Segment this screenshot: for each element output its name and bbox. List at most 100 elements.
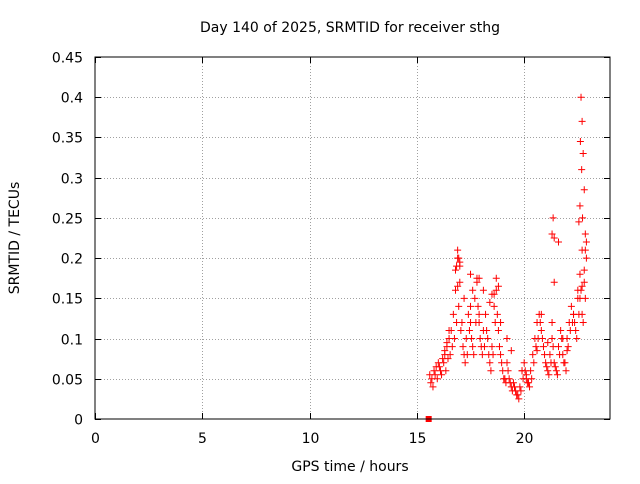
data-point [484, 335, 492, 343]
plot-frame [94, 56, 611, 420]
data-point [576, 294, 584, 302]
data-point [456, 278, 464, 286]
data-point [467, 302, 475, 310]
data-point [482, 310, 490, 318]
axis-ticks: 0 0.05 0.1 0.15 0.2 0.25 0.3 0.35 0.4 0.45 0 5 10 15 2… [52, 51, 610, 447]
data-point [503, 335, 511, 343]
data-point [515, 395, 523, 403]
data-point [577, 93, 585, 101]
data-point [486, 298, 494, 306]
data-point [487, 367, 495, 375]
data-point [575, 218, 583, 226]
data-point [500, 375, 508, 383]
data-point [537, 327, 545, 335]
y-tick-label: 0.25 [52, 212, 83, 228]
data-point [563, 347, 571, 355]
data-point [548, 318, 556, 326]
data-point [576, 137, 584, 145]
data-point [548, 230, 556, 238]
data-point [579, 318, 587, 326]
data-point [498, 359, 506, 367]
data-point [537, 310, 545, 318]
y-tick-label: 0.2 [61, 252, 83, 268]
data-point [435, 363, 443, 371]
data-point [448, 343, 456, 351]
data-point [455, 302, 463, 310]
data-point [545, 371, 553, 379]
data-point [427, 379, 435, 387]
data-point [476, 335, 484, 343]
data-point [576, 270, 584, 278]
data-point [559, 335, 567, 343]
data-point [478, 351, 486, 359]
data-point [571, 318, 579, 326]
grid [95, 57, 610, 419]
data-point [433, 375, 441, 383]
data-point [438, 371, 446, 379]
data-point [492, 274, 500, 282]
data-point [533, 347, 541, 355]
data-point [494, 282, 502, 290]
data-point [541, 351, 549, 359]
data-point [578, 166, 586, 174]
data-point [450, 335, 458, 343]
data-point [454, 282, 462, 290]
data-point [579, 150, 587, 158]
data-point [581, 230, 589, 238]
data-point [530, 359, 538, 367]
y-tick-label: 0.3 [61, 172, 83, 188]
data-point [522, 371, 530, 379]
data-point [513, 391, 521, 399]
data-point [490, 302, 498, 310]
data-point [578, 282, 586, 290]
data-point [573, 335, 581, 343]
data-point [463, 351, 471, 359]
data-point [483, 327, 491, 335]
data-point [497, 318, 505, 326]
data-point [453, 262, 461, 270]
data-point [460, 294, 468, 302]
data-point [578, 117, 586, 125]
data-point [471, 294, 479, 302]
data-point [452, 266, 459, 274]
y-tick-label: 0.05 [52, 373, 83, 389]
data-point [544, 339, 552, 347]
data-point [506, 379, 514, 387]
x-axis-title: GPS time / hours [291, 459, 408, 475]
data-point [536, 318, 544, 326]
data-point [557, 327, 565, 335]
data-point [444, 355, 452, 363]
x-tick-label: 0 [91, 431, 100, 447]
data-point [580, 186, 588, 194]
data-point [488, 343, 496, 351]
data-point [441, 347, 449, 355]
data-point [488, 290, 496, 298]
data-point [511, 383, 519, 391]
data-point [538, 335, 546, 343]
data-point [582, 254, 590, 262]
data-point [529, 351, 537, 359]
data-point [430, 367, 438, 375]
x-tick-label: 20 [516, 431, 534, 447]
data-points [425, 93, 590, 422]
data-point [492, 286, 500, 294]
data-point [479, 286, 487, 294]
data-point [543, 363, 551, 371]
data-point [445, 327, 453, 335]
data-point [517, 387, 525, 395]
data-point [455, 254, 463, 262]
data-point [582, 238, 590, 246]
data-point [449, 310, 457, 318]
data-point [446, 351, 454, 359]
data-point [576, 202, 584, 210]
data-point [480, 343, 488, 351]
x-tick-label: 10 [302, 431, 320, 447]
data-point [497, 351, 505, 359]
data-point [486, 359, 494, 367]
data-point [459, 343, 467, 351]
y-tick-label: 0.15 [52, 292, 83, 308]
data-point [555, 238, 562, 246]
data-point [508, 387, 516, 395]
data-point [526, 383, 534, 391]
data-point [570, 310, 578, 318]
